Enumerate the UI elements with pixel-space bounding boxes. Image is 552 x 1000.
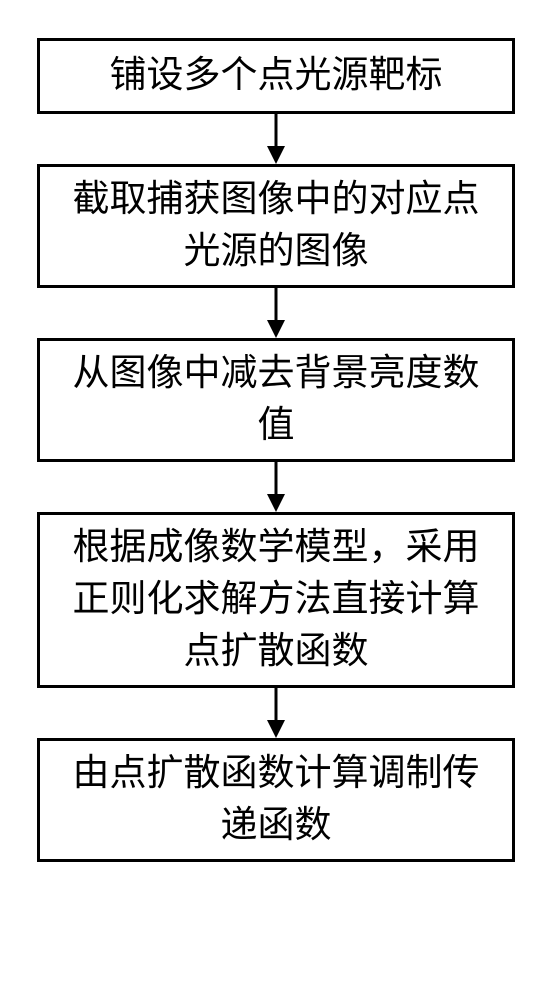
flowchart-step-3: 从图像中减去背景亮度数值 [37, 338, 515, 462]
arrow-4-to-5 [261, 688, 291, 738]
arrow-3-to-4 [261, 462, 291, 512]
step-text: 根据成像数学模型，采用正则化求解方法直接计算点扩散函数 [60, 522, 492, 677]
arrow-1-to-2 [261, 114, 291, 164]
arrow-down-icon [261, 288, 291, 338]
step-text: 由点扩散函数计算调制传递函数 [60, 748, 492, 852]
flowchart-step-2: 截取捕获图像中的对应点光源的图像 [37, 164, 515, 288]
arrow-down-icon [261, 462, 291, 512]
flowchart-step-1: 铺设多个点光源靶标 [37, 38, 515, 114]
flowchart-step-5: 由点扩散函数计算调制传递函数 [37, 738, 515, 862]
arrow-down-icon [261, 114, 291, 164]
step-text: 截取捕获图像中的对应点光源的图像 [60, 174, 492, 278]
flowchart-step-4: 根据成像数学模型，采用正则化求解方法直接计算点扩散函数 [37, 512, 515, 688]
arrow-down-icon [261, 688, 291, 738]
arrow-2-to-3 [261, 288, 291, 338]
step-text: 从图像中减去背景亮度数值 [60, 348, 492, 452]
step-text: 铺设多个点光源靶标 [110, 50, 443, 102]
